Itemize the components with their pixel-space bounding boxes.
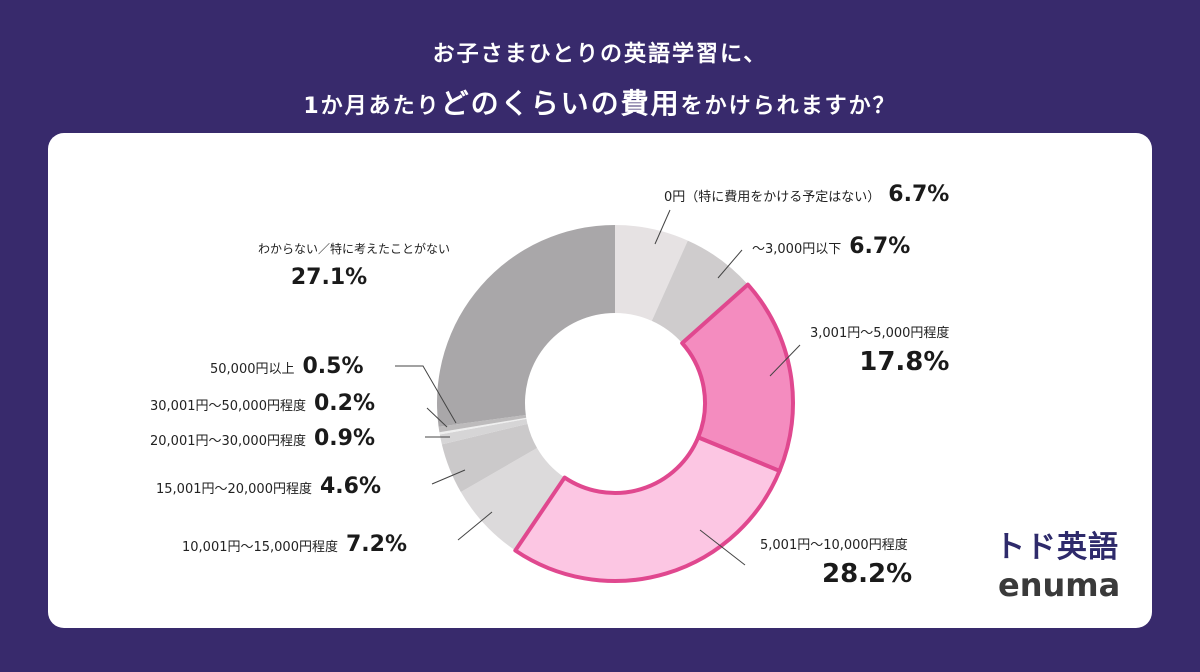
donut-slice — [615, 225, 688, 321]
title-post: をかけられますか？ — [680, 94, 897, 119]
donut-slice — [439, 417, 527, 435]
label-over50000: 50,000円以上 0.5% — [210, 354, 364, 379]
todo-eigo-logo: トド英語 — [995, 530, 1119, 565]
label-value: 17.8% — [859, 347, 950, 377]
label-text: 5,001円～10,000円程度 — [760, 538, 908, 553]
label-value: 4.6% — [319, 474, 381, 499]
donut-slice — [438, 414, 527, 433]
label-30001-50000: 30,001円～50,000円程度 0.2% — [150, 391, 375, 416]
label-value: 0.9% — [313, 426, 375, 451]
label-text: 0円（特に費用をかける予定はない） — [664, 190, 881, 205]
chart-title-line1: お子さまひとりの英語学習に、 — [432, 42, 768, 67]
label-value: 27.1% — [290, 265, 368, 290]
label-value: 0.5% — [302, 354, 364, 379]
leader-line — [431, 469, 466, 485]
donut-slice — [437, 225, 615, 427]
donut-slice — [439, 418, 528, 445]
donut-slice — [651, 240, 748, 344]
label-value: 6.7% — [849, 234, 911, 259]
donut-slice — [460, 448, 565, 551]
title-emphasis: どのくらいの費用 — [440, 87, 681, 120]
leader-line — [395, 365, 457, 424]
label-text: 3,001円～5,000円程度 — [810, 326, 950, 341]
label-value: 6.7% — [888, 182, 950, 207]
leader-line — [426, 407, 448, 428]
label-10001-15000: 10,001円～15,000円程度 7.2% — [182, 532, 407, 557]
label-unknown: わからない／特に考えたことがない 27.1% — [258, 240, 450, 290]
label-text: ～3,000円以下 — [752, 242, 842, 257]
donut-slice — [680, 282, 795, 473]
chart-title-line2: 1か月あたりどのくらいの費用をかけられますか？ — [0, 82, 1200, 122]
label-value: 28.2% — [822, 559, 913, 589]
label-under3000: ～3,000円以下 6.7% — [752, 234, 910, 259]
leader-line — [457, 511, 493, 541]
label-text: 20,001円～30,000円程度 — [150, 434, 306, 449]
label-value: 0.2% — [313, 391, 375, 416]
label-text: 15,001円～20,000円程度 — [156, 482, 312, 497]
donut-slice — [441, 423, 538, 492]
leader-line — [769, 344, 801, 377]
enuma-logo: enuma — [998, 566, 1121, 604]
label-text: 50,000円以上 — [210, 362, 295, 377]
leader-line — [717, 249, 743, 279]
donut-slice — [513, 435, 782, 583]
label-3001-5000: 3,001円～5,000円程度 17.8% — [810, 322, 949, 377]
leader-line — [654, 209, 671, 245]
leader-line — [699, 529, 746, 566]
label-0yen: 0円（特に費用をかける予定はない） 6.7% — [664, 182, 949, 207]
label-value: 7.2% — [345, 532, 407, 557]
label-text: わからない／特に考えたことがない — [258, 242, 451, 256]
label-20001-30000: 20,001円～30,000円程度 0.9% — [150, 426, 375, 451]
label-text: 30,001円～50,000円程度 — [150, 399, 306, 414]
title-pre: 1か月あたり — [303, 94, 441, 119]
label-text: 10,001円～15,000円程度 — [182, 540, 338, 555]
label-15001-20000: 15,001円～20,000円程度 4.6% — [156, 474, 381, 499]
label-5001-10000: 5,001円～10,000円程度 28.2% — [760, 534, 912, 589]
